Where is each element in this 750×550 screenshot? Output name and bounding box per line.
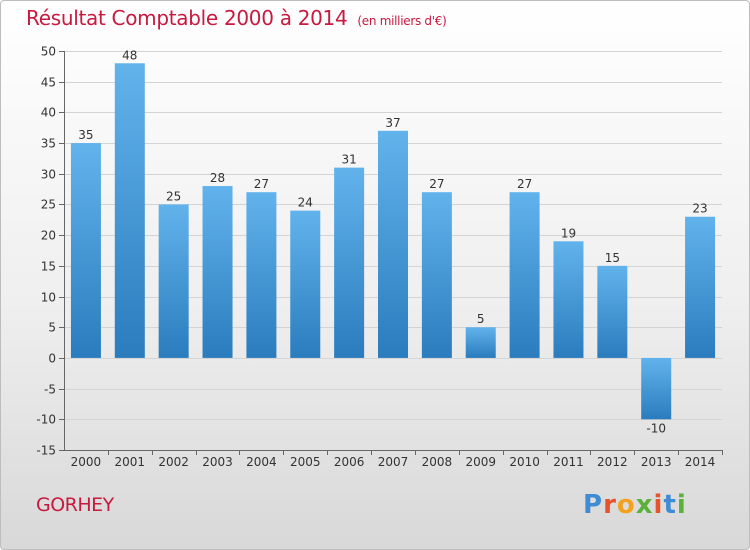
- logo-letter: i: [676, 490, 687, 520]
- x-tick-label: 2009: [465, 455, 496, 469]
- logo-letter: i: [653, 490, 664, 520]
- data-label: 19: [561, 226, 576, 240]
- data-label: 27: [429, 177, 444, 191]
- bar: [158, 204, 189, 358]
- x-tick-label: 2011: [553, 455, 584, 469]
- x-tick-label: 2003: [202, 455, 233, 469]
- y-tick-label: 15: [41, 260, 56, 274]
- logo-letter: o: [616, 490, 636, 520]
- x-tick-label: 2014: [685, 455, 716, 469]
- data-label: 27: [254, 177, 269, 191]
- x-tick-label: 2012: [597, 455, 628, 469]
- y-tick-label: 0: [48, 352, 56, 366]
- data-label: 25: [166, 189, 181, 203]
- y-tick-label: -15: [36, 444, 56, 458]
- bar: [202, 186, 233, 358]
- y-tick-label: 5: [48, 321, 56, 335]
- chart-title-text: Résultat Comptable 2000 à 2014: [26, 6, 348, 30]
- bars: [70, 63, 716, 420]
- y-tick-label: 10: [41, 291, 56, 305]
- y-tick-label: 35: [41, 137, 56, 151]
- bar: [421, 192, 452, 358]
- data-label: 28: [210, 171, 225, 185]
- x-axis-ticks: 2000 2001 2002 2003 2004 2005 2006 2007 2008 2009…: [71, 450, 723, 469]
- y-tick-label: -5: [44, 383, 56, 397]
- x-tick-label: 2010: [509, 455, 540, 469]
- data-label: 23: [692, 202, 707, 216]
- data-label: 24: [298, 196, 313, 210]
- data-labels: 35 48 25 28 27 24 31 37 27 5 27 19 15 -10 23: [78, 48, 707, 435]
- data-label: 37: [385, 116, 400, 130]
- data-label: 15: [605, 251, 620, 265]
- x-tick-label: 2004: [246, 455, 277, 469]
- bar: [465, 327, 496, 358]
- bar: [685, 216, 716, 358]
- data-label: 48: [122, 48, 137, 62]
- bar: [114, 63, 145, 358]
- x-tick-label: 2007: [378, 455, 409, 469]
- y-tick-label: -10: [36, 413, 56, 427]
- x-tick-label: 2000: [71, 455, 102, 469]
- bar: [246, 192, 277, 358]
- x-tick-label: 2006: [334, 455, 365, 469]
- y-tick-label: 30: [41, 168, 56, 182]
- y-tick-label: 20: [41, 229, 56, 243]
- x-tick-label: 2002: [158, 455, 189, 469]
- axes: [64, 51, 722, 451]
- data-label: 31: [341, 153, 356, 167]
- town-name: GORHEY: [36, 494, 114, 516]
- x-tick-label: 2008: [422, 455, 453, 469]
- logo-letter: r: [603, 490, 617, 520]
- data-label: -10: [646, 421, 666, 435]
- data-label: 5: [477, 312, 485, 326]
- bar: [70, 143, 101, 358]
- proxiti-logo: Proxiti: [583, 490, 687, 520]
- y-tick-label: 40: [41, 106, 56, 120]
- bar: [378, 130, 408, 358]
- logo-letter: P: [583, 490, 604, 520]
- y-axis-ticks: -15 -10 -5 0 5 10 15 20 25 30 35 40 45 50: [36, 45, 64, 458]
- y-tick-label: 50: [41, 45, 56, 59]
- bar: [597, 265, 628, 358]
- x-tick-label: 2013: [641, 455, 672, 469]
- bar: [334, 167, 365, 358]
- bar: [290, 210, 321, 358]
- chart-subtitle: (en milliers d'€): [357, 14, 447, 28]
- logo-letter: t: [663, 490, 677, 520]
- bar: [553, 241, 584, 358]
- logo-letter: x: [635, 490, 654, 520]
- y-tick-label: 45: [41, 76, 56, 90]
- y-tick-label: 25: [41, 198, 56, 212]
- bar: [641, 357, 672, 420]
- x-tick-label: 2005: [290, 455, 321, 469]
- data-label: 35: [78, 128, 93, 142]
- data-label: 27: [517, 177, 532, 191]
- chart-title: Résultat Comptable 2000 à 2014 (en millie…: [26, 6, 447, 30]
- bar: [509, 192, 540, 358]
- x-tick-label: 2001: [115, 455, 146, 469]
